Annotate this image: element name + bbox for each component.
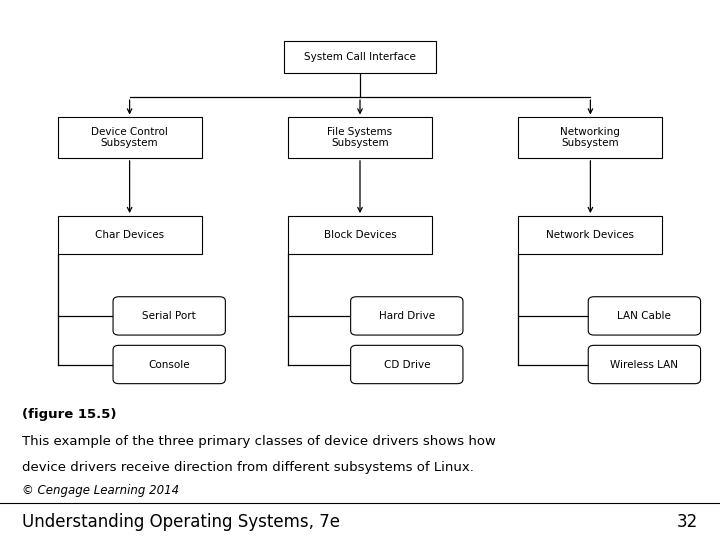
FancyBboxPatch shape	[351, 346, 463, 383]
FancyBboxPatch shape	[284, 40, 436, 73]
FancyBboxPatch shape	[518, 117, 662, 158]
Text: 32: 32	[677, 513, 698, 531]
FancyBboxPatch shape	[113, 346, 225, 383]
FancyBboxPatch shape	[518, 216, 662, 254]
Text: Network Devices: Network Devices	[546, 230, 634, 240]
Text: LAN Cable: LAN Cable	[618, 311, 671, 321]
FancyBboxPatch shape	[351, 297, 463, 335]
Text: Hard Drive: Hard Drive	[379, 311, 435, 321]
Text: Device Control
Subsystem: Device Control Subsystem	[91, 127, 168, 148]
FancyBboxPatch shape	[588, 297, 701, 335]
Text: device drivers receive direction from different subsystems of Linux.: device drivers receive direction from di…	[22, 461, 474, 474]
FancyBboxPatch shape	[288, 216, 432, 254]
Text: Networking
Subsystem: Networking Subsystem	[560, 127, 621, 148]
Text: This example of the three primary classes of device drivers shows how: This example of the three primary classe…	[22, 435, 495, 448]
Text: File Systems
Subsystem: File Systems Subsystem	[328, 127, 392, 148]
FancyBboxPatch shape	[58, 216, 202, 254]
FancyBboxPatch shape	[588, 346, 701, 383]
Text: © Cengage Learning 2014: © Cengage Learning 2014	[22, 484, 179, 497]
Text: Char Devices: Char Devices	[95, 230, 164, 240]
Text: Wireless LAN: Wireless LAN	[611, 360, 678, 369]
Text: Serial Port: Serial Port	[143, 311, 196, 321]
Text: Understanding Operating Systems, 7e: Understanding Operating Systems, 7e	[22, 513, 340, 531]
FancyBboxPatch shape	[113, 297, 225, 335]
Text: (figure 15.5): (figure 15.5)	[22, 408, 116, 421]
Text: CD Drive: CD Drive	[384, 360, 430, 369]
Text: System Call Interface: System Call Interface	[304, 52, 416, 62]
Text: Block Devices: Block Devices	[323, 230, 397, 240]
FancyBboxPatch shape	[288, 117, 432, 158]
Text: Console: Console	[148, 360, 190, 369]
FancyBboxPatch shape	[58, 117, 202, 158]
